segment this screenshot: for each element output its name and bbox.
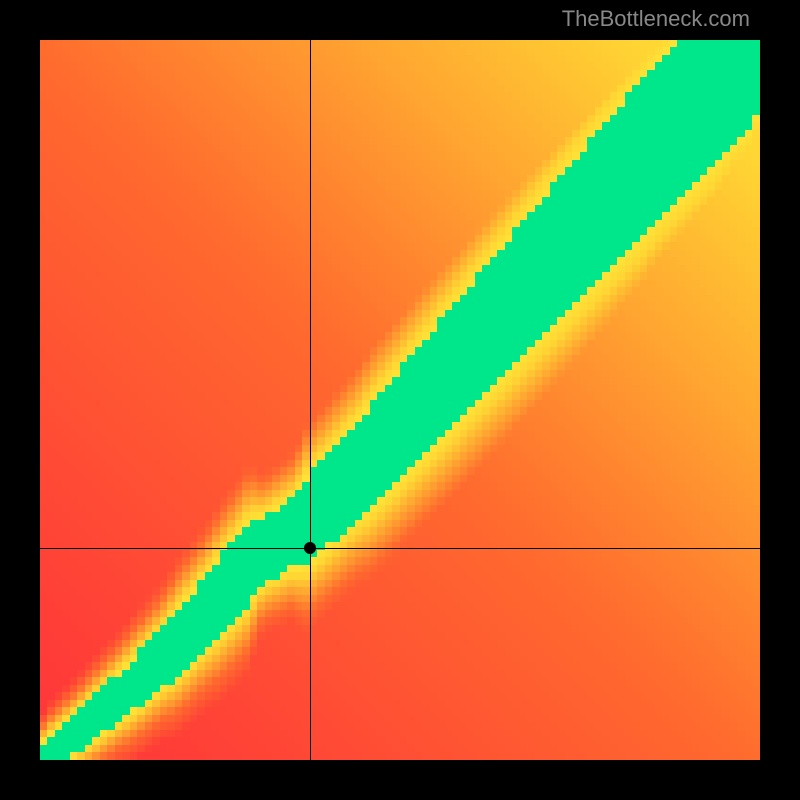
marker-dot	[304, 542, 316, 554]
watermark-text: TheBottleneck.com	[562, 6, 750, 32]
heatmap-canvas	[40, 40, 760, 760]
crosshair-vertical	[310, 40, 311, 760]
crosshair-horizontal	[40, 548, 760, 549]
bottleneck-heatmap	[40, 40, 760, 760]
